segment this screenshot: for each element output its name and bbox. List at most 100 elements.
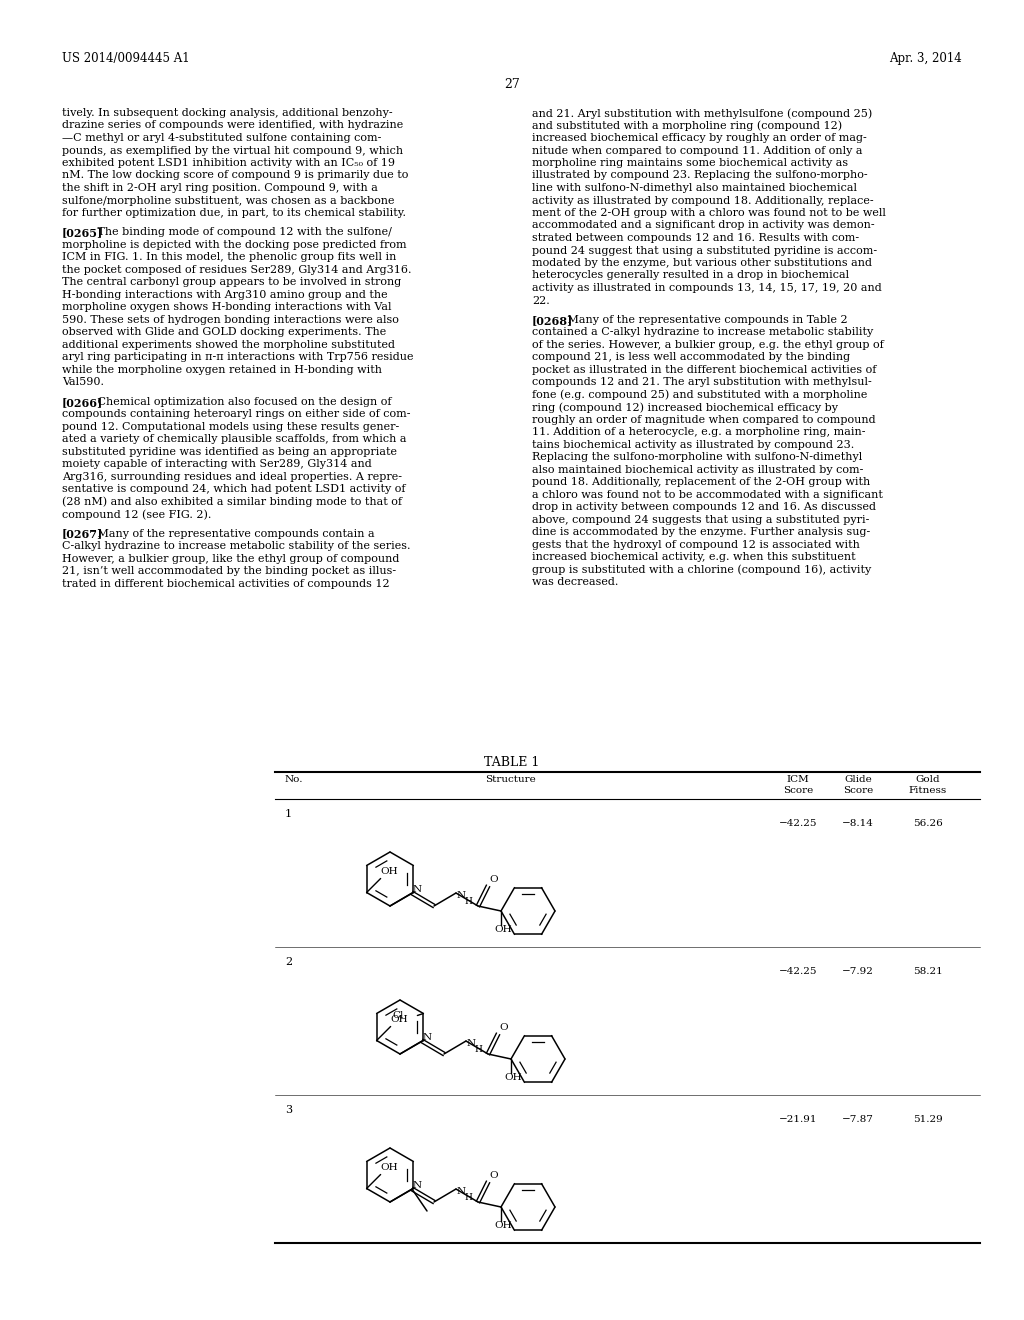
- Text: also maintained biochemical activity as illustrated by com-: also maintained biochemical activity as …: [532, 465, 863, 475]
- Text: OH: OH: [494, 925, 512, 935]
- Text: sulfone/morpholine substituent, was chosen as a backbone: sulfone/morpholine substituent, was chos…: [62, 195, 394, 206]
- Text: 22.: 22.: [532, 296, 550, 305]
- Text: tively. In subsequent docking analysis, additional benzohy-: tively. In subsequent docking analysis, …: [62, 108, 392, 117]
- Text: Many of the representative compounds in Table 2: Many of the representative compounds in …: [557, 315, 848, 325]
- Text: −42.25: −42.25: [778, 968, 817, 975]
- Text: and 21. Aryl substitution with methylsulfone (compound 25): and 21. Aryl substitution with methylsul…: [532, 108, 872, 119]
- Text: the pocket composed of residues Ser289, Gly314 and Arg316.: the pocket composed of residues Ser289, …: [62, 265, 412, 275]
- Text: Fitness: Fitness: [909, 785, 947, 795]
- Text: O: O: [499, 1023, 508, 1032]
- Text: morpholine ring maintains some biochemical activity as: morpholine ring maintains some biochemic…: [532, 158, 848, 168]
- Text: contained a C-alkyl hydrazine to increase metabolic stability: contained a C-alkyl hydrazine to increas…: [532, 327, 873, 338]
- Text: moiety capable of interacting with Ser289, Gly314 and: moiety capable of interacting with Ser28…: [62, 459, 372, 469]
- Text: 2: 2: [285, 957, 292, 968]
- Text: N: N: [413, 884, 422, 894]
- Text: Gold: Gold: [915, 775, 940, 784]
- Text: exhibited potent LSD1 inhibition activity with an IC₅₀ of 19: exhibited potent LSD1 inhibition activit…: [62, 158, 395, 168]
- Text: O: O: [489, 1172, 498, 1180]
- Text: Chemical optimization also focused on the design of: Chemical optimization also focused on th…: [87, 397, 391, 407]
- Text: −21.91: −21.91: [778, 1115, 817, 1125]
- Text: [0268]: [0268]: [532, 315, 573, 326]
- Text: pound 24 suggest that using a substituted pyridine is accom-: pound 24 suggest that using a substitute…: [532, 246, 878, 256]
- Text: OH: OH: [504, 1073, 521, 1082]
- Text: gests that the hydroxyl of compound 12 is associated with: gests that the hydroxyl of compound 12 i…: [532, 540, 860, 550]
- Text: Structure: Structure: [484, 775, 536, 784]
- Text: H: H: [464, 1193, 472, 1203]
- Text: [0267]: [0267]: [62, 528, 103, 540]
- Text: OH: OH: [390, 1015, 409, 1024]
- Text: dine is accommodated by the enzyme. Further analysis sug-: dine is accommodated by the enzyme. Furt…: [532, 528, 870, 537]
- Text: Glide: Glide: [844, 775, 871, 784]
- Text: fone (e.g. compound 25) and substituted with a morpholine: fone (e.g. compound 25) and substituted …: [532, 389, 867, 400]
- Text: 51.29: 51.29: [913, 1115, 943, 1125]
- Text: drazine series of compounds were identified, with hydrazine: drazine series of compounds were identif…: [62, 120, 403, 131]
- Text: trated in different biochemical activities of compounds 12: trated in different biochemical activiti…: [62, 578, 389, 589]
- Text: N: N: [413, 1181, 422, 1191]
- Text: modated by the enzyme, but various other substitutions and: modated by the enzyme, but various other…: [532, 257, 872, 268]
- Text: N: N: [457, 1187, 466, 1196]
- Text: 56.26: 56.26: [913, 818, 943, 828]
- Text: nM. The low docking score of compound 9 is primarily due to: nM. The low docking score of compound 9 …: [62, 170, 409, 181]
- Text: tains biochemical activity as illustrated by compound 23.: tains biochemical activity as illustrate…: [532, 440, 854, 450]
- Text: Apr. 3, 2014: Apr. 3, 2014: [889, 51, 962, 65]
- Text: O: O: [489, 875, 498, 884]
- Text: N: N: [423, 1034, 431, 1041]
- Text: line with sulfono-N-dimethyl also maintained biochemical: line with sulfono-N-dimethyl also mainta…: [532, 183, 857, 193]
- Text: nitude when compared to compound 11. Addition of only a: nitude when compared to compound 11. Add…: [532, 145, 862, 156]
- Text: Val590.: Val590.: [62, 378, 104, 387]
- Text: heterocycles generally resulted in a drop in biochemical: heterocycles generally resulted in a dro…: [532, 271, 849, 281]
- Text: illustrated by compound 23. Replacing the sulfono-morpho-: illustrated by compound 23. Replacing th…: [532, 170, 867, 181]
- Text: [0266]: [0266]: [62, 397, 103, 408]
- Text: Score: Score: [843, 785, 873, 795]
- Text: 590. These sets of hydrogen bonding interactions were also: 590. These sets of hydrogen bonding inte…: [62, 315, 399, 325]
- Text: ment of the 2-OH group with a chloro was found not to be well: ment of the 2-OH group with a chloro was…: [532, 209, 886, 218]
- Text: pound 12. Computational models using these results gener-: pound 12. Computational models using the…: [62, 422, 399, 432]
- Text: increased biochemical efficacy by roughly an order of mag-: increased biochemical efficacy by roughl…: [532, 133, 866, 143]
- Text: ICM: ICM: [786, 775, 809, 784]
- Text: 58.21: 58.21: [913, 968, 943, 975]
- Text: 21, isn’t well accommodated by the binding pocket as illus-: 21, isn’t well accommodated by the bindi…: [62, 566, 396, 576]
- Text: Cl: Cl: [392, 1011, 403, 1020]
- Text: of the series. However, a bulkier group, e.g. the ethyl group of: of the series. However, a bulkier group,…: [532, 339, 884, 350]
- Text: C-alkyl hydrazine to increase metabolic stability of the series.: C-alkyl hydrazine to increase metabolic …: [62, 541, 411, 552]
- Text: OH: OH: [381, 1163, 398, 1172]
- Text: aryl ring participating in π-π interactions with Trp756 residue: aryl ring participating in π-π interacti…: [62, 352, 414, 363]
- Text: accommodated and a significant drop in activity was demon-: accommodated and a significant drop in a…: [532, 220, 874, 231]
- Text: compounds 12 and 21. The aryl substitution with methylsul-: compounds 12 and 21. The aryl substituti…: [532, 378, 871, 387]
- Text: while the morpholine oxygen retained in H-bonding with: while the morpholine oxygen retained in …: [62, 364, 382, 375]
- Text: Replacing the sulfono-morpholine with sulfono-N-dimethyl: Replacing the sulfono-morpholine with su…: [532, 453, 862, 462]
- Text: −42.25: −42.25: [778, 818, 817, 828]
- Text: The central carbonyl group appears to be involved in strong: The central carbonyl group appears to be…: [62, 277, 401, 288]
- Text: for further optimization due, in part, to its chemical stability.: for further optimization due, in part, t…: [62, 209, 406, 218]
- Text: [0265]: [0265]: [62, 227, 103, 239]
- Text: Arg316, surrounding residues and ideal properties. A repre-: Arg316, surrounding residues and ideal p…: [62, 471, 402, 482]
- Text: US 2014/0094445 A1: US 2014/0094445 A1: [62, 51, 189, 65]
- Text: was decreased.: was decreased.: [532, 577, 618, 587]
- Text: morpholine is depicted with the docking pose predicted from: morpholine is depicted with the docking …: [62, 240, 407, 249]
- Text: −7.92: −7.92: [842, 968, 873, 975]
- Text: pocket as illustrated in the different biochemical activities of: pocket as illustrated in the different b…: [532, 364, 877, 375]
- Text: group is substituted with a chlorine (compound 16), activity: group is substituted with a chlorine (co…: [532, 565, 871, 576]
- Text: pound 18. Additionally, replacement of the 2-OH group with: pound 18. Additionally, replacement of t…: [532, 478, 870, 487]
- Text: ated a variety of chemically plausible scaffolds, from which a: ated a variety of chemically plausible s…: [62, 434, 407, 445]
- Text: −8.14: −8.14: [842, 818, 873, 828]
- Text: morpholine oxygen shows H-bonding interactions with Val: morpholine oxygen shows H-bonding intera…: [62, 302, 391, 313]
- Text: roughly an order of magnitude when compared to compound: roughly an order of magnitude when compa…: [532, 414, 876, 425]
- Text: —C methyl or aryl 4-substituted sulfone containing com-: —C methyl or aryl 4-substituted sulfone …: [62, 133, 381, 143]
- Text: pounds, as exemplified by the virtual hit compound 9, which: pounds, as exemplified by the virtual hi…: [62, 145, 403, 156]
- Text: The binding mode of compound 12 with the sulfone/: The binding mode of compound 12 with the…: [87, 227, 392, 238]
- Text: activity as illustrated by compound 18. Additionally, replace-: activity as illustrated by compound 18. …: [532, 195, 873, 206]
- Text: observed with Glide and GOLD docking experiments. The: observed with Glide and GOLD docking exp…: [62, 327, 386, 338]
- Text: 3: 3: [285, 1105, 292, 1115]
- Text: substituted pyridine was identified as being an appropriate: substituted pyridine was identified as b…: [62, 446, 397, 457]
- Text: N: N: [467, 1039, 476, 1048]
- Text: activity as illustrated in compounds 13, 14, 15, 17, 19, 20 and: activity as illustrated in compounds 13,…: [532, 282, 882, 293]
- Text: 1: 1: [285, 809, 292, 818]
- Text: Score: Score: [783, 785, 813, 795]
- Text: above, compound 24 suggests that using a substituted pyri-: above, compound 24 suggests that using a…: [532, 515, 869, 525]
- Text: strated between compounds 12 and 16. Results with com-: strated between compounds 12 and 16. Res…: [532, 234, 859, 243]
- Text: and substituted with a morpholine ring (compound 12): and substituted with a morpholine ring (…: [532, 120, 842, 131]
- Text: 11. Addition of a heterocycle, e.g. a morpholine ring, main-: 11. Addition of a heterocycle, e.g. a mo…: [532, 428, 865, 437]
- Text: compounds containing heteroaryl rings on either side of com-: compounds containing heteroaryl rings on…: [62, 409, 411, 420]
- Text: H: H: [464, 898, 472, 907]
